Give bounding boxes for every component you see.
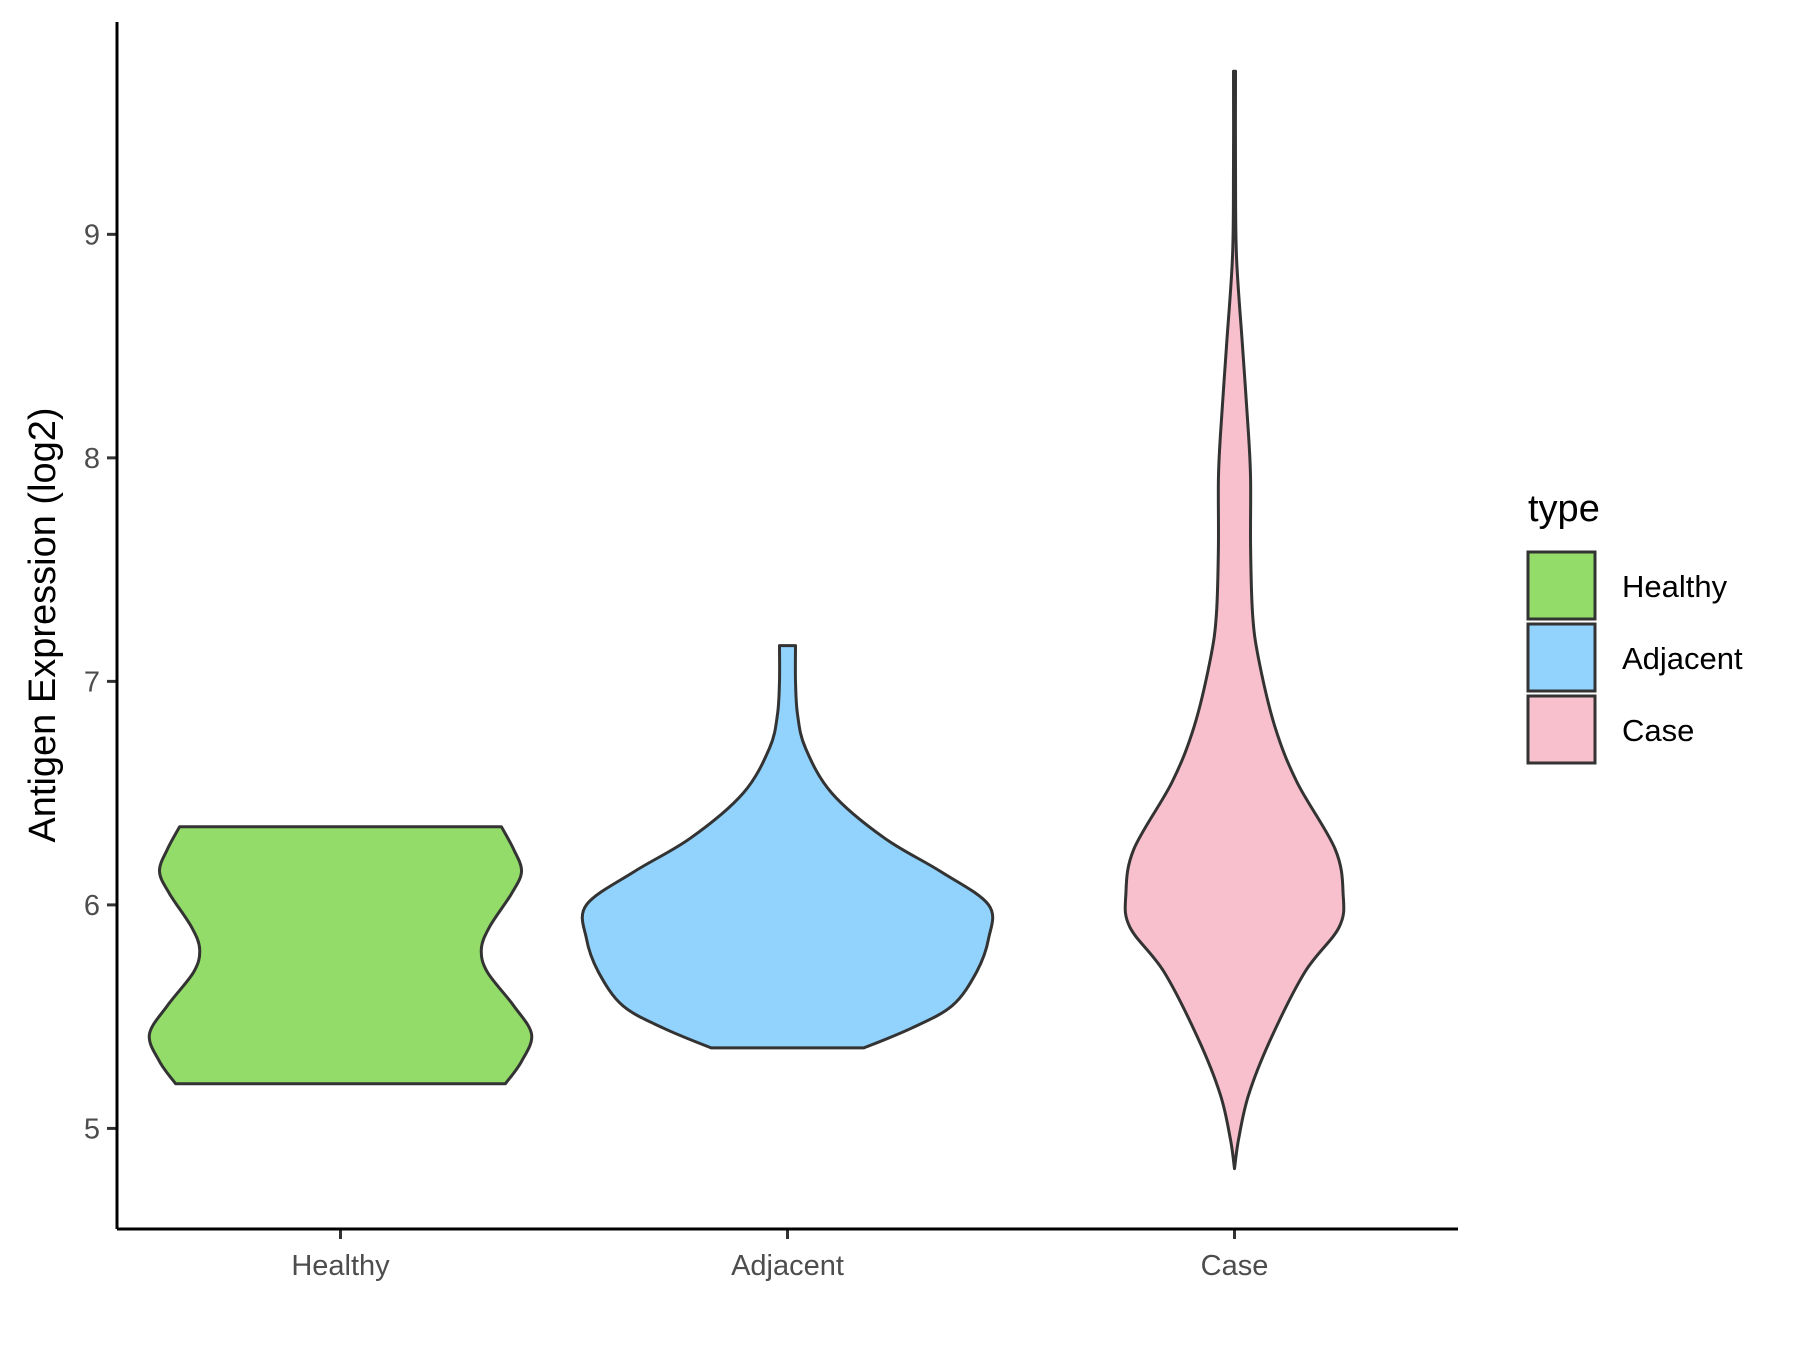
x-tick-label: Case [1201,1250,1269,1282]
legend: Healthy Adjacent Case [1526,550,1743,765]
y-tick-label: 5 [84,1113,100,1145]
x-axis-ticks: Healthy Adjacent Case [291,1229,1268,1282]
legend-label: Case [1622,713,1694,748]
y-axis-title: Antigen Expression (log2) [22,407,64,842]
y-axis-ticks: 5 6 7 8 9 [84,219,117,1145]
y-tick-label: 7 [84,666,100,698]
violin-adjacent [580,644,995,1050]
x-tick-label: Healthy [291,1250,390,1282]
legend-key-case [1526,694,1597,765]
y-tick-label: 8 [84,443,100,475]
legend-key-adjacent [1526,622,1597,693]
legend-label: Healthy [1622,569,1728,604]
x-tick-label: Adjacent [731,1250,844,1282]
violin-case [1123,69,1346,1171]
y-tick-label: 9 [84,219,100,251]
violin-healthy [147,825,534,1086]
legend-label: Adjacent [1622,641,1743,676]
y-tick-label: 6 [84,890,100,922]
legend-title: type [1528,488,1600,530]
legend-key-healthy [1526,550,1597,621]
violins-group [147,69,1346,1171]
